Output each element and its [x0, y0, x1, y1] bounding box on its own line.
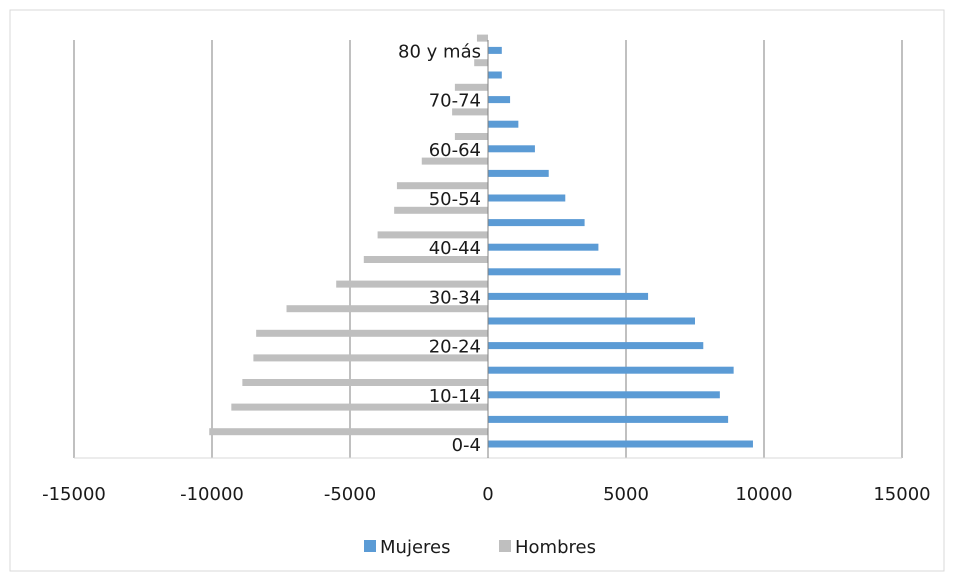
- category-label: 10-14: [429, 386, 481, 407]
- bar-mujeres-80-y-más: [488, 46, 502, 54]
- x-tick-label: 5000: [603, 484, 649, 505]
- legend-swatch-mujeres: [364, 540, 376, 552]
- bar-mujeres-0-4: [488, 440, 753, 448]
- bar-mujeres-50-54: [488, 194, 566, 202]
- x-axis-ticks: -15000 -10000 -5000 0 5000 10000 15000: [42, 484, 931, 505]
- bar-mujeres-60-64: [488, 145, 535, 153]
- bar-hombres-40-44: [377, 231, 488, 239]
- bar-mujeres-35-39: [488, 268, 621, 276]
- x-tick-label: 10000: [735, 484, 792, 505]
- legend: Mujeres Hombres: [364, 537, 596, 558]
- chart-area-border: [9, 9, 945, 572]
- bar-hombres-30-34: [336, 280, 488, 288]
- category-label: 80 y más: [398, 41, 481, 62]
- bar-hombres-0-4: [209, 428, 489, 436]
- bar-mujeres-65-69: [488, 120, 519, 128]
- bar-hombres-70-74: [454, 83, 488, 91]
- bar-mujeres-75-79: [488, 71, 502, 79]
- bar-mujeres-15-19: [488, 366, 734, 374]
- bar-hombres-5-9: [231, 403, 488, 411]
- category-label: 0-4: [452, 435, 481, 456]
- category-label: 30-34: [429, 287, 481, 308]
- bar-hombres-55-59: [421, 157, 488, 165]
- category-label: 60-64: [429, 140, 481, 161]
- bars: [209, 34, 753, 448]
- x-tick-label: 15000: [873, 484, 930, 505]
- x-tick-label: -10000: [180, 484, 244, 505]
- bar-mujeres-30-34: [488, 292, 649, 300]
- bar-hombres-25-29: [286, 305, 488, 313]
- category-label: 70-74: [429, 91, 481, 112]
- category-label: 40-44: [429, 238, 481, 259]
- legend-swatch-hombres: [499, 540, 511, 552]
- bar-hombres-10-14: [242, 379, 488, 386]
- bar-mujeres-40-44: [488, 243, 599, 251]
- legend-label-hombres: Hombres: [515, 537, 596, 558]
- bar-hombres-75-79: [474, 59, 488, 67]
- category-label: 20-24: [429, 337, 481, 358]
- bar-hombres-35-39: [363, 256, 488, 263]
- bar-mujeres-25-29: [488, 317, 695, 325]
- bar-mujeres-10-14: [488, 391, 720, 399]
- bar-hombres-65-69: [452, 108, 488, 116]
- bar-mujeres-5-9: [488, 415, 729, 423]
- bar-mujeres-45-49: [488, 219, 585, 227]
- category-labels: 0-4 10-14 20-24 30-34 40-44 50-54 60-64 70-74 80…: [398, 41, 481, 456]
- bar-hombres-15-19: [253, 354, 488, 362]
- legend-label-mujeres: Mujeres: [380, 537, 450, 558]
- bar-hombres-80-y-más: [476, 34, 488, 42]
- bar-hombres-50-54: [396, 182, 488, 190]
- x-tick-label: -5000: [324, 484, 376, 505]
- x-tick-label: 0: [482, 484, 493, 505]
- bar-hombres-45-49: [394, 206, 488, 214]
- bar-mujeres-20-24: [488, 342, 704, 350]
- x-tick-label: -15000: [42, 484, 106, 505]
- bar-hombres-60-64: [454, 133, 488, 140]
- bar-mujeres-70-74: [488, 96, 511, 104]
- bar-hombres-20-24: [256, 329, 488, 337]
- bar-mujeres-55-59: [488, 169, 549, 177]
- category-label: 50-54: [429, 189, 481, 210]
